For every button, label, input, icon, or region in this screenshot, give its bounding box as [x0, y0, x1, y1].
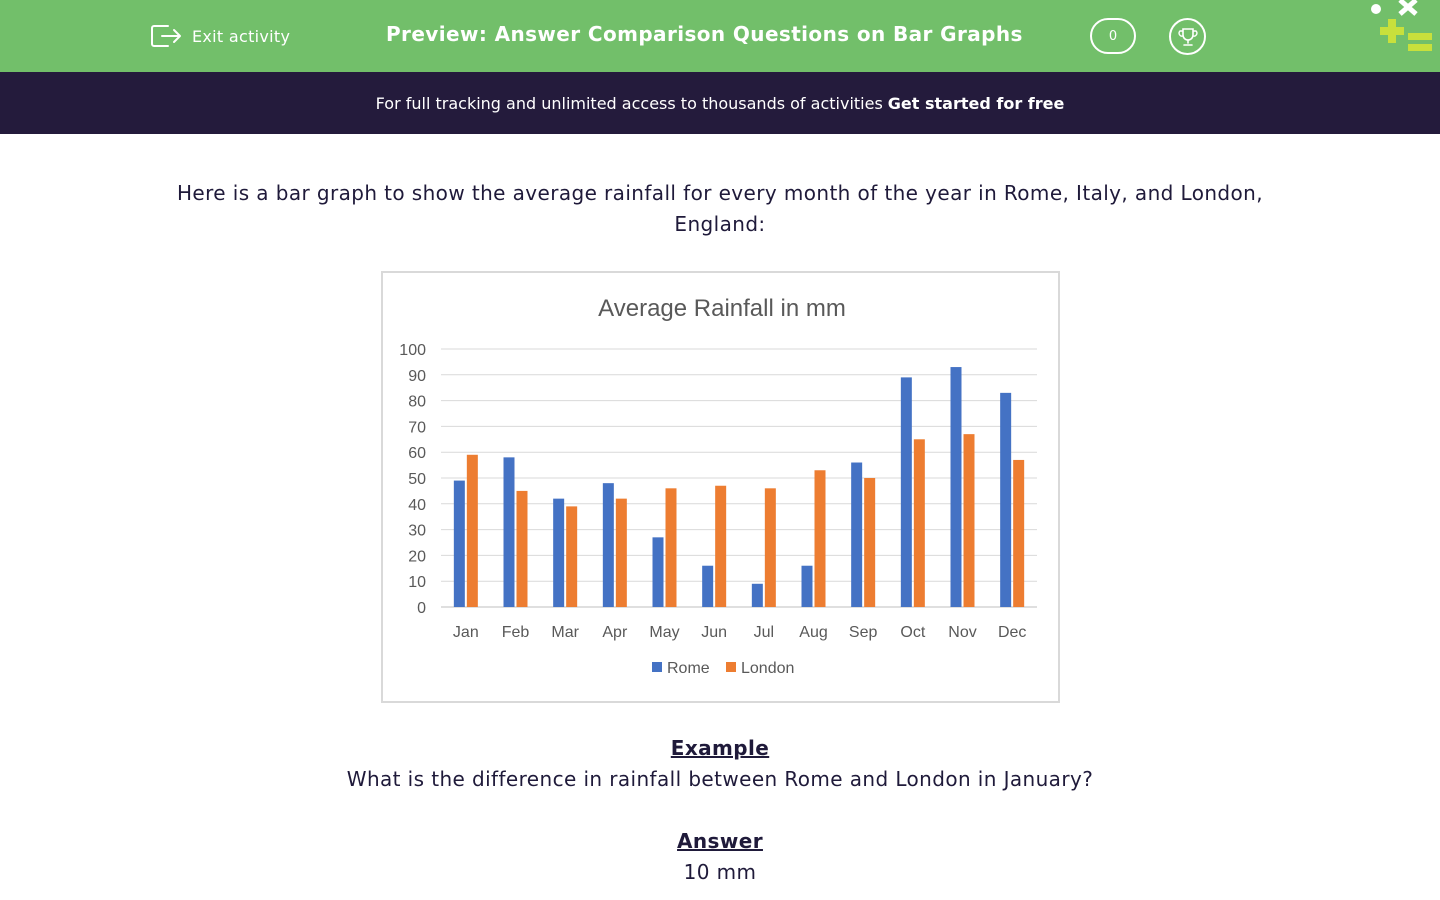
bar-london: [1013, 459, 1025, 607]
score-value: 0: [1108, 28, 1118, 44]
y-tick-label: 70: [408, 419, 426, 436]
y-tick-label: 80: [408, 394, 426, 411]
banner-text: For full tracking and unlimited access t…: [375, 93, 883, 113]
legend-label: Rome: [667, 660, 710, 677]
x-tick-label: Apr: [602, 624, 628, 641]
x-tick-label: Dec: [998, 624, 1026, 641]
bar-rome: [851, 462, 863, 607]
bar-london: [814, 470, 826, 607]
exit-activity-label: Exit activity: [192, 26, 291, 46]
bar-chart: Average Rainfall in mm 0 10 20 30 40 50 60 70 80…: [381, 271, 1060, 703]
bar-rome: [751, 583, 763, 607]
bar-rome: [553, 498, 565, 607]
x-tick-label: Oct: [900, 624, 925, 641]
bar-london: [764, 488, 776, 607]
trophy-button[interactable]: [1169, 18, 1206, 55]
y-tick-label: 90: [408, 368, 426, 385]
y-tick-label: 50: [408, 471, 426, 488]
y-tick-label: 30: [408, 523, 426, 540]
question-intro: Here is a bar graph to show the average …: [176, 181, 1263, 236]
x-tick-label: Jan: [453, 624, 479, 641]
y-tick-label: 0: [417, 600, 426, 617]
answer-heading: Answer: [677, 829, 763, 853]
bar-london: [963, 434, 975, 607]
x-tick-label: Mar: [551, 624, 579, 641]
x-tick-label: May: [649, 624, 679, 641]
bar-london: [913, 439, 925, 607]
bar-rome: [801, 565, 813, 607]
trophy-icon: [1177, 27, 1198, 46]
get-started-link[interactable]: Get started for free: [887, 93, 1065, 113]
x-tick-label: Aug: [799, 624, 827, 641]
bar-london: [665, 488, 677, 607]
page-title: Preview: Answer Comparison Questions on …: [386, 22, 1023, 46]
y-tick-label: 40: [408, 497, 426, 514]
example-heading: Example: [670, 736, 770, 760]
y-tick-label: 100: [399, 342, 426, 359]
chart-title: Average Rainfall in mm: [598, 295, 846, 322]
promo-banner: For full tracking and unlimited access t…: [0, 72, 1440, 134]
chart-svg: Average Rainfall in mm 0 10 20 30 40 50 60 70 80…: [399, 295, 1037, 677]
example-question: What is the difference in rainfall betwe…: [346, 767, 1094, 791]
x-tick-label: Jun: [701, 624, 727, 641]
bar-rome: [702, 565, 714, 607]
x-tick-label: Jul: [754, 624, 774, 641]
x-tick-label: Sep: [849, 624, 878, 641]
bar-london: [516, 490, 528, 607]
bar-rome: [602, 483, 614, 607]
bar-london: [466, 454, 478, 607]
bar-rome: [950, 367, 962, 607]
bar-rome: [503, 457, 515, 607]
exit-icon: [151, 25, 181, 47]
top-bar: Exit activity Preview: Answer Comparison…: [0, 0, 1440, 72]
score-badge: 0: [1090, 18, 1136, 54]
bar-rome: [900, 377, 912, 607]
example-answer: 10 mm: [683, 860, 757, 884]
bar-london: [566, 506, 578, 607]
y-tick-label: 20: [408, 548, 426, 565]
bar-rome: [652, 537, 664, 607]
x-tick-label: Feb: [502, 624, 530, 641]
y-tick-label: 60: [408, 445, 426, 462]
legend-swatch: [726, 662, 736, 672]
bar-london: [864, 478, 876, 607]
legend-label: London: [741, 660, 794, 677]
logo-icon: [1371, 0, 1432, 51]
legend-swatch: [652, 662, 662, 672]
bar-london: [615, 498, 627, 607]
bar-rome: [453, 480, 465, 607]
bar-london: [715, 485, 727, 607]
y-tick-label: 10: [408, 574, 426, 591]
bar-rome: [1000, 392, 1012, 607]
x-tick-label: Nov: [948, 624, 976, 641]
exit-activity-button[interactable]: Exit activity: [150, 22, 290, 50]
